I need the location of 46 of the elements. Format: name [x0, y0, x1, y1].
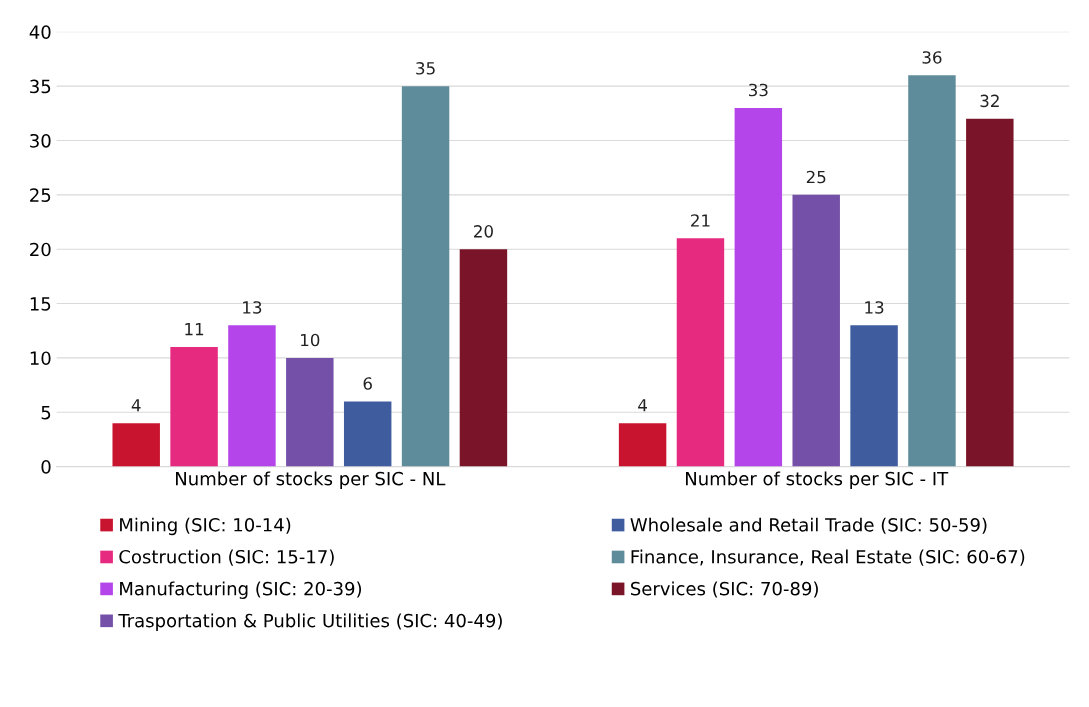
y-tick-label: 25 — [30, 188, 51, 202]
data-label: 4 — [638, 399, 647, 412]
bar — [734, 107, 783, 467]
bar — [170, 347, 218, 467]
data-label: 4 — [131, 399, 141, 412]
data-label: 13 — [243, 301, 262, 314]
bar — [459, 249, 508, 467]
legend-label: Costruction (SIC: 15-17) — [119, 549, 334, 566]
bar — [112, 423, 160, 467]
data-label: 20 — [474, 225, 493, 238]
legend-label: Wholesale and Retail Trade (SIC: 50-59) — [630, 517, 987, 534]
data-label: 10 — [301, 333, 320, 347]
bar — [966, 118, 1014, 467]
data-label: 6 — [363, 377, 372, 390]
legend-label: Manufacturing (SIC: 20-39) — [120, 581, 362, 599]
y-tick-label: 35 — [30, 79, 51, 94]
x-tick-label: Number of stocks per SIC - IT — [686, 471, 949, 489]
data-label: 32 — [980, 94, 999, 108]
bar — [228, 325, 276, 467]
bar — [343, 401, 392, 467]
legend-label: Services (SIC: 70-89) — [631, 581, 818, 598]
data-label: 33 — [749, 83, 768, 97]
y-tick-label: 40 — [29, 25, 51, 39]
bar — [618, 423, 667, 467]
bar — [850, 325, 898, 467]
y-tick-label: 20 — [30, 242, 51, 257]
legend-label: Mining (SIC: 10-14) — [120, 517, 291, 536]
data-label: 25 — [806, 170, 826, 184]
bar — [286, 357, 334, 467]
data-label: 21 — [691, 214, 710, 227]
x-tick-label: Number of stocks per SIC - NL — [176, 471, 446, 489]
bar — [676, 238, 725, 467]
bar — [792, 194, 840, 467]
data-label: 11 — [185, 323, 204, 336]
bar — [401, 86, 450, 467]
y-tick-label: 5 — [41, 405, 51, 420]
bar — [908, 75, 956, 467]
y-tick-label: 30 — [30, 133, 51, 148]
data-label: 13 — [865, 301, 884, 314]
data-label: 36 — [922, 51, 942, 64]
y-tick-label: 10 — [30, 351, 51, 366]
legend-label: Finance, Insurance, Real Estate (SIC: 60-67) — [631, 549, 1025, 566]
y-tick-label: 0 — [41, 460, 51, 474]
y-tick-label: 15 — [30, 297, 51, 311]
data-label: 35 — [416, 62, 435, 75]
legend-label: Trasportation & Public Utilities (SIC: 40-49) — [118, 613, 502, 631]
